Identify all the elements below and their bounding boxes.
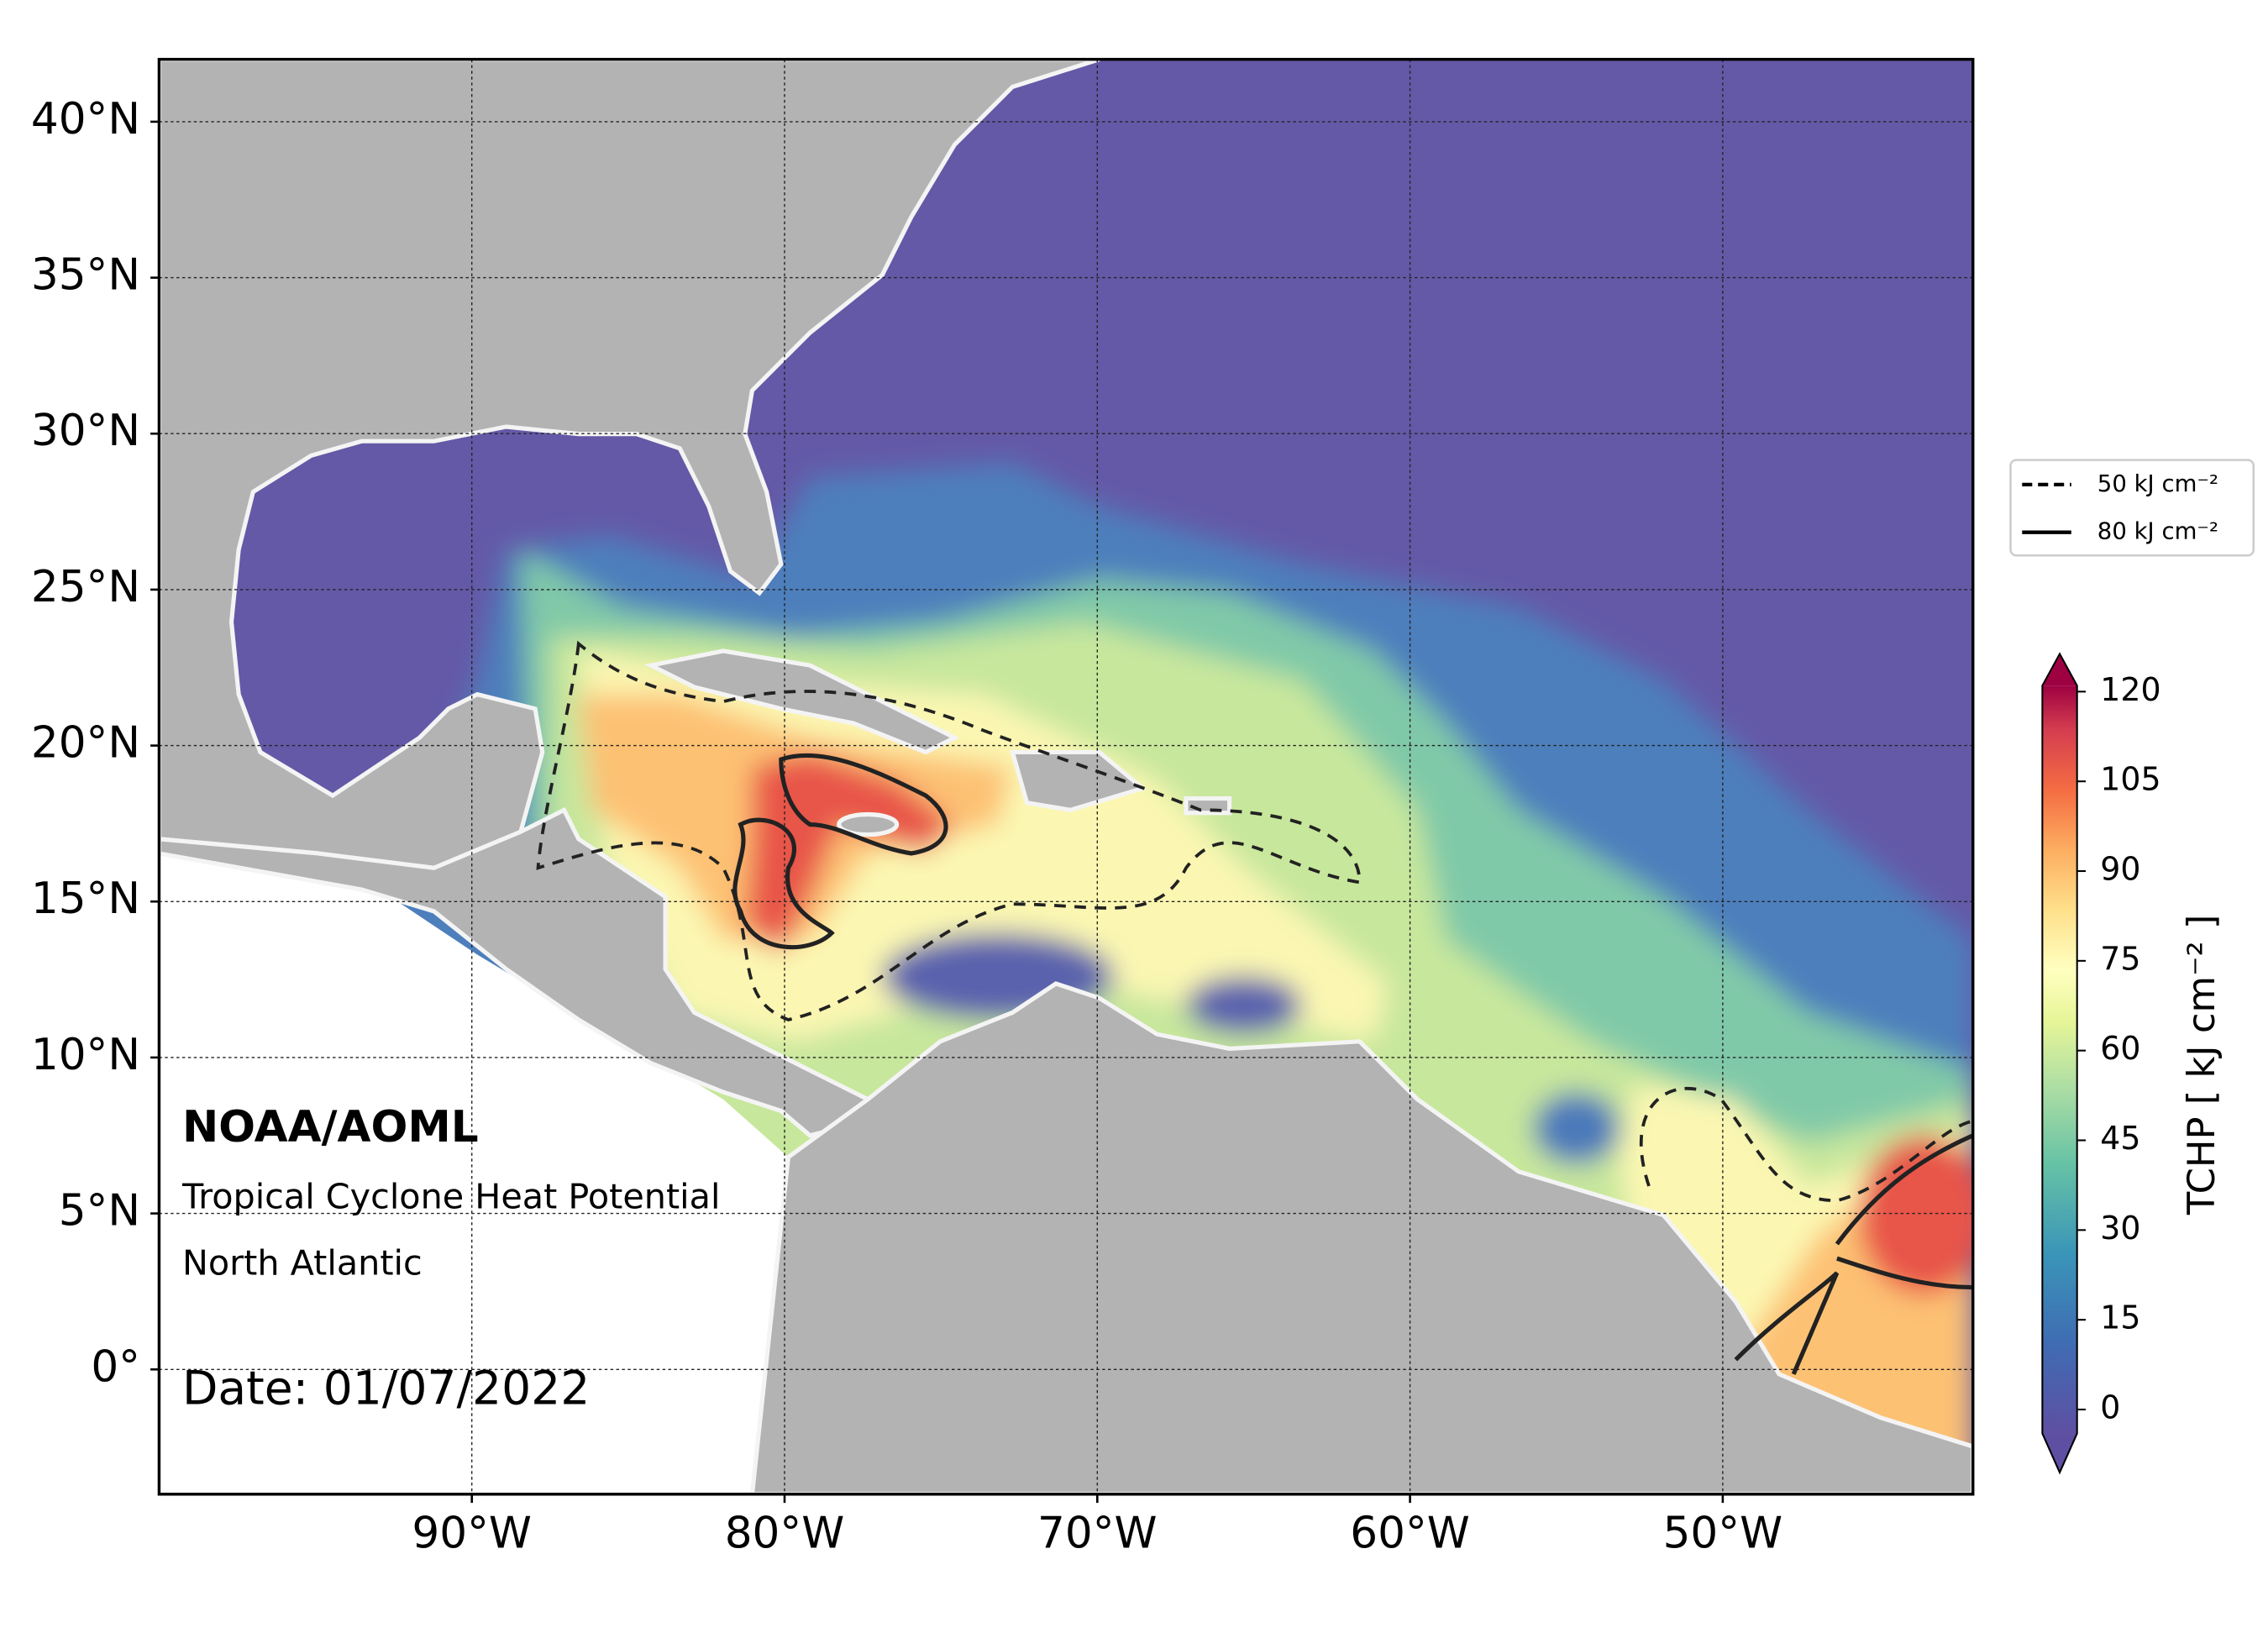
lat-tick-label: 30°N xyxy=(31,406,140,456)
colorbar-gradient xyxy=(2042,685,2077,1434)
date: Date: 01/07/2022 xyxy=(182,1362,590,1415)
lon-tick-label: 80°W xyxy=(725,1509,845,1559)
pacific xyxy=(159,853,789,1494)
grid-layer: 90°W 80°W 70°W 60°W 50°W 0° 5°N 10°N 15°N 20°N 25°… xyxy=(31,59,1973,1559)
legend-label: 50 kJ cm⁻² xyxy=(2097,470,2218,497)
lon-tick-label: 50°W xyxy=(1663,1509,1783,1559)
lon-tick-label: 70°W xyxy=(1037,1509,1158,1559)
colorbar-tick-label: 75 xyxy=(2100,940,2140,977)
lat-tick-label: 25°N xyxy=(31,562,140,612)
colorbar-tick-label: 60 xyxy=(2100,1030,2140,1067)
colorbar-extend-min xyxy=(2042,1433,2077,1473)
map-frame xyxy=(157,57,1975,1496)
legend-label: 80 kJ cm⁻² xyxy=(2097,518,2218,545)
colorbar: TCHP [ kJ cm⁻² ] 0 15 30 45 60 75 90 105 120 xyxy=(2041,652,2223,1475)
lat-tick-label: 0° xyxy=(91,1341,140,1392)
lat-tick-label: 20°N xyxy=(31,718,140,769)
lat-tick-label: 15°N xyxy=(31,874,140,924)
lat-tick-label: 35°N xyxy=(31,250,140,301)
land xyxy=(159,59,1973,1494)
contours xyxy=(536,640,1973,1375)
map-body xyxy=(159,59,1973,1494)
colorbar-tick-label: 90 xyxy=(2100,851,2140,888)
lon-tick-label: 90°W xyxy=(412,1509,532,1559)
legend: 50 kJ cm⁻² 80 kJ cm⁻² xyxy=(2009,459,2255,557)
colorbar-tick-label: 120 xyxy=(2100,671,2160,708)
region: North Atlantic xyxy=(182,1243,423,1284)
colorbar-tick-label: 0 xyxy=(2100,1389,2120,1425)
lat-tick-label: 10°N xyxy=(31,1030,140,1080)
colorbar-extend-max xyxy=(2042,654,2077,686)
colorbar-outline xyxy=(2041,652,2078,1475)
lon-tick-label: 60°W xyxy=(1350,1509,1470,1559)
colorbar-tick-label: 45 xyxy=(2100,1120,2140,1157)
colorbar-tick-label: 15 xyxy=(2100,1299,2140,1336)
legend-items: 50 kJ cm⁻² 80 kJ cm⁻² xyxy=(2022,470,2218,545)
colorbar-label: TCHP [ kJ cm⁻² ] xyxy=(2179,915,2223,1215)
colorbar-tick-label: 30 xyxy=(2100,1210,2140,1247)
lat-tick-label: 5°N xyxy=(59,1186,140,1236)
text-box: NOAA/AOML Tropical Cyclone Heat Potentia… xyxy=(181,1102,720,1415)
title: NOAA/AOML xyxy=(182,1102,479,1152)
product: Tropical Cyclone Heat Potential xyxy=(181,1177,720,1217)
colorbar-tick-label: 105 xyxy=(2100,761,2160,798)
lat-tick-label: 40°N xyxy=(31,94,140,144)
